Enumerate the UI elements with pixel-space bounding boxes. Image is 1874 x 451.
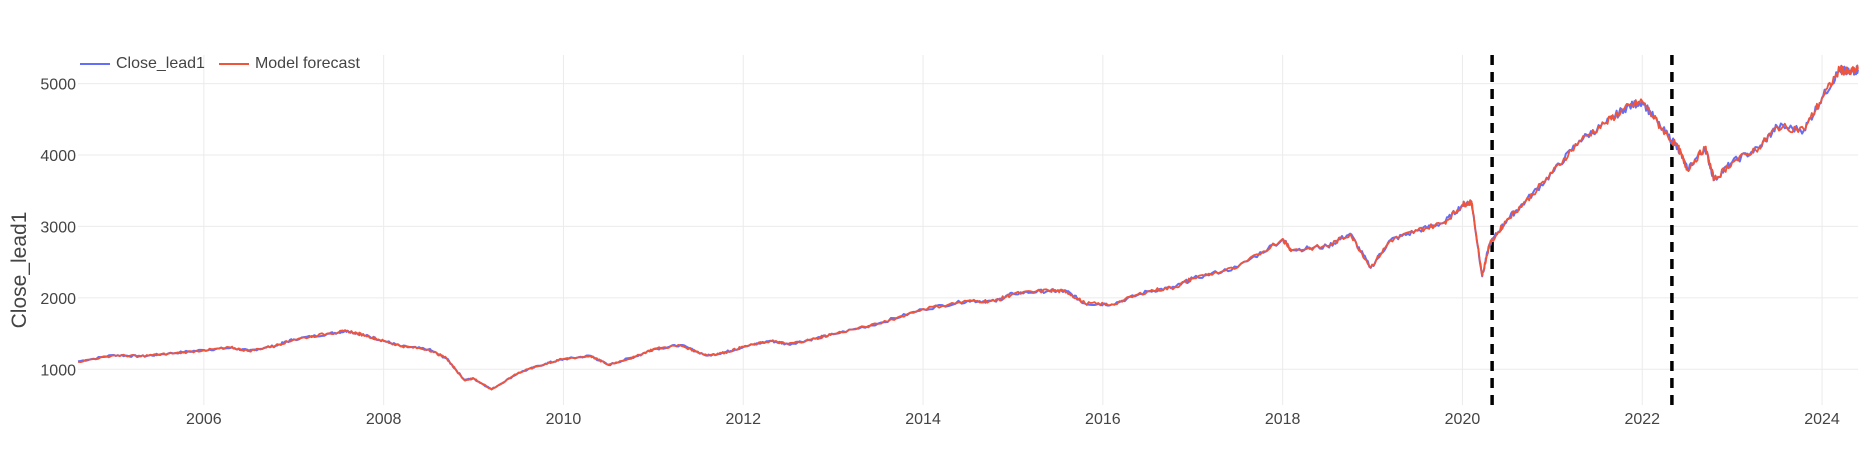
y-tick-label: 5000 (40, 77, 76, 94)
legend-item-close-lead1[interactable]: Close_lead1 (80, 55, 205, 73)
y-tick-label: 2000 (40, 291, 76, 308)
series-line-model-forecast[interactable] (77, 64, 1859, 391)
legend-label-model-forecast: Model forecast (254, 55, 360, 72)
x-tick-label: 2014 (905, 411, 941, 428)
x-tick-label: 2010 (546, 411, 582, 428)
y-axis-ticks: 1000 2000 3000 4000 5000 (40, 77, 76, 380)
x-tick-label: 2020 (1445, 411, 1481, 428)
x-tick-label: 2006 (186, 411, 222, 428)
x-tick-label: 2016 (1085, 411, 1121, 428)
legend: Close_lead1 Model forecast (80, 55, 360, 73)
x-tick-label: 2008 (366, 411, 402, 428)
y-tick-label: 4000 (40, 148, 76, 165)
x-axis-ticks: 2006 2008 2010 2012 2014 2016 2018 2020 2022 2024 (186, 411, 1840, 428)
y-axis-title: Close_lead1 (8, 212, 31, 329)
series-line-close-lead1[interactable] (77, 64, 1859, 391)
x-tick-label: 2024 (1804, 411, 1840, 428)
series-layer (77, 64, 1859, 391)
legend-item-model-forecast[interactable]: Model forecast (218, 55, 360, 73)
grid-layer (78, 55, 1858, 405)
legend-label-close-lead1: Close_lead1 (116, 55, 205, 72)
y-tick-label: 3000 (40, 219, 76, 236)
legend-swatch-blue (80, 63, 110, 65)
x-tick-label: 2022 (1624, 411, 1660, 428)
y-tick-label: 1000 (40, 362, 76, 379)
x-tick-label: 2012 (725, 411, 761, 428)
vline-layer (1490, 55, 1674, 405)
legend-swatch-red (218, 63, 249, 65)
x-tick-label: 2018 (1265, 411, 1301, 428)
